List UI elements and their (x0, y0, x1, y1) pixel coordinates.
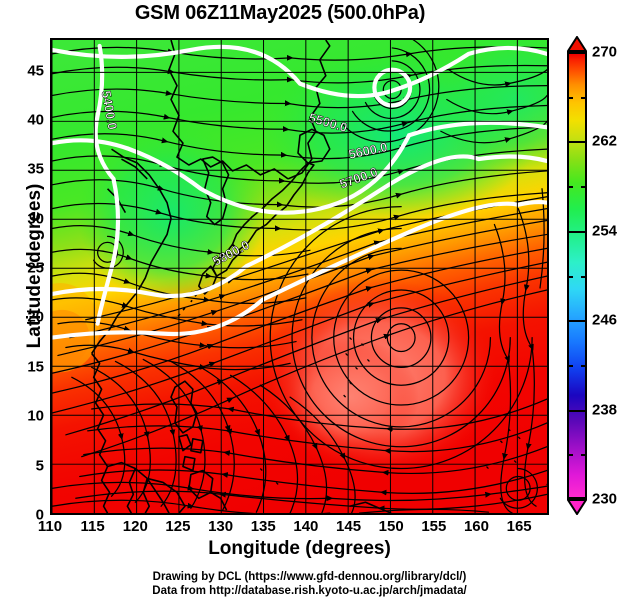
colorbar-minor-tick-r-258 (581, 186, 587, 189)
y-tick-20: 20 (27, 308, 44, 326)
colorbar-label-238: 238 (592, 401, 618, 419)
colorbar-min-arrow-outline (567, 499, 587, 515)
x-tick-160: 160 (463, 518, 489, 535)
y-tick-25: 25 (27, 259, 44, 277)
colorbar-minor-tick-242 (567, 364, 573, 367)
colorbar-minor-tick-250 (567, 275, 573, 278)
colorbar-minor-tick-r-234 (581, 454, 587, 457)
colorbar-minor-tick-r-242 (581, 364, 587, 367)
page-title: GSM 06Z11May2025 (500.0hPa) (134, 2, 426, 24)
y-tick-35: 35 (27, 160, 44, 178)
geopotential-height-contours (52, 43, 547, 340)
y-tick-0: 0 (35, 506, 44, 524)
colorbar-tick-254 (567, 230, 587, 233)
x-tick-110: 110 (37, 518, 63, 535)
x-tick-165: 165 (506, 518, 532, 535)
x-tick-155: 155 (421, 518, 447, 535)
x-tick-125: 125 (165, 518, 191, 535)
map-gridlines (52, 40, 547, 513)
footer-line-2: Data from http://database.rish.kyoto-u.a… (152, 585, 467, 597)
colorbar-minor-tick-266 (567, 96, 573, 99)
colorbar-tick-238 (567, 409, 587, 412)
y-tick-15: 15 (27, 358, 44, 376)
y-axis-label: Latitude (degrees) (24, 183, 45, 349)
y-tick-10: 10 (27, 407, 44, 425)
y-tick-5: 5 (35, 457, 44, 475)
footer-line-1: Drawing by DCL (https://www.gfd-dennou.o… (152, 571, 467, 583)
colorbar-label-230: 230 (592, 490, 618, 508)
colorbar-minor-tick-234 (567, 454, 573, 457)
x-tick-140: 140 (293, 518, 319, 535)
colorbar-label-254: 254 (592, 222, 618, 240)
x-tick-115: 115 (80, 518, 105, 535)
colorbar-minor-tick-258 (567, 186, 573, 189)
colorbar-label-246: 246 (592, 311, 618, 329)
x-tick-130: 130 (208, 518, 234, 535)
x-tick-145: 145 (336, 518, 362, 535)
x-tick-135: 135 (250, 518, 276, 535)
y-tick-40: 40 (27, 111, 44, 129)
map-plot-area[interactable]: 5500.0 5600.0 5700.0 5800.0 5400.0 (50, 38, 549, 515)
colorbar-max-arrow-outline (567, 36, 587, 52)
contour-labels: 5500.0 5600.0 5700.0 5800.0 5400.0 (98, 89, 389, 269)
x-tick-120: 120 (122, 518, 148, 535)
colorbar-minor-tick-r-250 (581, 275, 587, 278)
footer-credits: Drawing by DCL (https://www.gfd-dennou.o… (0, 570, 619, 598)
colorbar-label-262: 262 (592, 132, 618, 150)
y-tick-30: 30 (27, 210, 44, 228)
colorbar-tick-246 (567, 320, 587, 323)
colorbar-label-270: 270 (592, 43, 618, 61)
colorbar-minor-tick-r-266 (581, 96, 587, 99)
y-tick-45: 45 (27, 62, 44, 80)
colorbar-tick-262 (567, 141, 587, 144)
contour-label-north: 5400.0 (99, 89, 121, 130)
x-tick-150: 150 (378, 518, 404, 535)
x-axis-label: Longitude (degrees) (208, 538, 391, 559)
